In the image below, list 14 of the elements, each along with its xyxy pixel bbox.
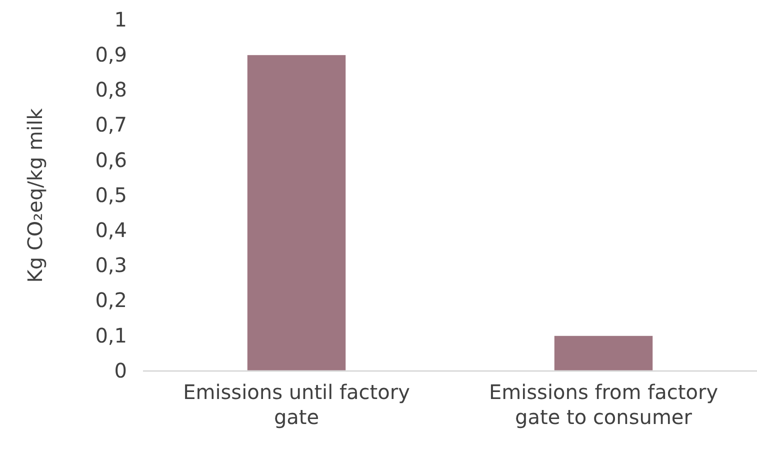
y-tick-label: 0 (114, 358, 127, 382)
y-tick-label: 0,8 (95, 78, 127, 102)
y-tick-label: 0,6 (95, 148, 127, 172)
y-tick-label: 0,3 (95, 253, 127, 278)
y-tick-label: 0,5 (95, 182, 127, 207)
x-tick-label: Emissions from factory gate to consumer (488, 380, 718, 430)
y-tick-label: 0,4 (95, 218, 127, 242)
y-tick-label: 0,2 (95, 288, 127, 312)
x-tick-label: Emissions until factory gate (183, 380, 410, 430)
y-tick-label: 0,9 (95, 42, 127, 66)
y-axis-title: Kg CO₂eq/kg milk (23, 108, 47, 283)
y-tick-label: 0,7 (95, 112, 127, 137)
y-tick-label: 1 (114, 7, 127, 32)
y-tick-label: 0,1 (95, 323, 127, 348)
